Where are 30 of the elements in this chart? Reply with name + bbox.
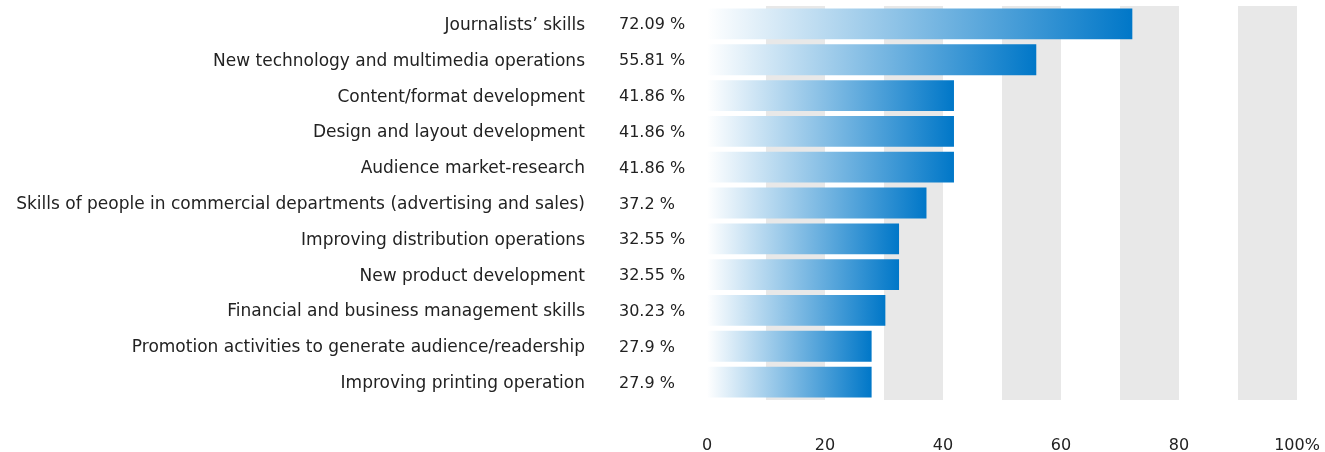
data-label: 41.86 %: [619, 86, 686, 106]
data-label: 72.09 %: [619, 14, 686, 34]
y-tick-label: Financial and business management skills: [227, 300, 586, 321]
y-tick-label: New technology and multimedia operations: [213, 49, 586, 70]
data-label: 32.55 %: [619, 229, 686, 249]
y-tick-label: Journalists’ skills: [443, 13, 586, 34]
bar: [707, 330, 872, 362]
y-tick-label: Improving printing operation: [340, 372, 585, 393]
x-tick-label: 0: [701, 434, 713, 452]
x-tick-label: 40: [932, 434, 954, 452]
y-tick-label: Design and layout development: [312, 121, 586, 142]
data-label: 41.86 %: [619, 157, 686, 177]
y-tick-label: New product development: [359, 264, 586, 285]
data-label: 41.86 %: [619, 121, 686, 141]
data-label: 27.9 %: [619, 336, 675, 356]
bar: [707, 366, 872, 398]
x-tick-label: 20: [814, 434, 836, 452]
x-tick-label: 80: [1168, 434, 1190, 452]
y-tick-label: Improving distribution operations: [301, 228, 586, 249]
y-tick-label: Promotion activities to generate audience/readership: [131, 336, 585, 357]
data-label: 55.81 %: [619, 50, 686, 70]
x-tick-label: 60: [1050, 434, 1072, 452]
data-label: 32.55 %: [619, 265, 686, 285]
data-label: 37.2 %: [619, 193, 675, 213]
y-tick-label: Skills of people in commercial departments (advertising and sales): [16, 193, 585, 213]
y-tick-label: Audience market-research: [360, 157, 585, 178]
data-label: 30.23 %: [619, 300, 686, 320]
data-label: 27.9 %: [619, 372, 675, 392]
x-tick-label: 100%: [1274, 434, 1320, 452]
y-tick-label: Content/format development: [337, 85, 586, 106]
